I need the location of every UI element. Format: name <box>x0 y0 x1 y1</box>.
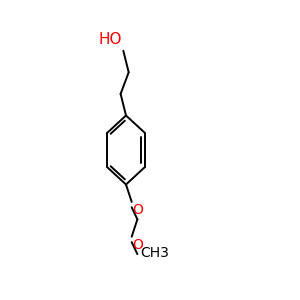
Text: O: O <box>133 203 143 218</box>
Text: HO: HO <box>99 32 122 47</box>
Text: CH3: CH3 <box>140 246 169 260</box>
Text: O: O <box>133 238 143 252</box>
